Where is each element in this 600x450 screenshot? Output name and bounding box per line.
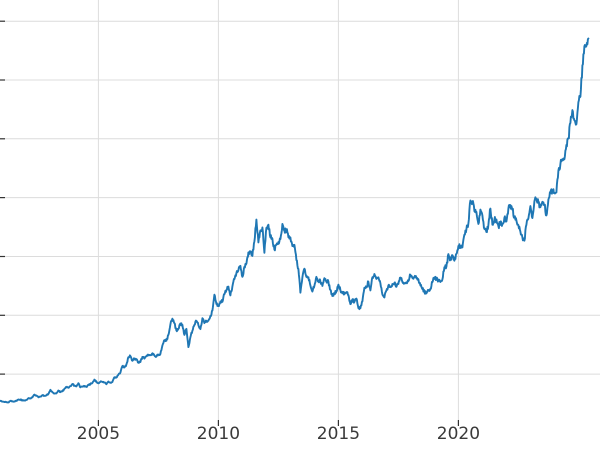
price-line xyxy=(0,37,590,404)
x-tick-label: 2020 xyxy=(437,424,480,444)
x-tick-label: 2005 xyxy=(77,424,120,444)
x-tick-label: 2010 xyxy=(197,424,240,444)
x-tick-label: 2015 xyxy=(317,424,360,444)
